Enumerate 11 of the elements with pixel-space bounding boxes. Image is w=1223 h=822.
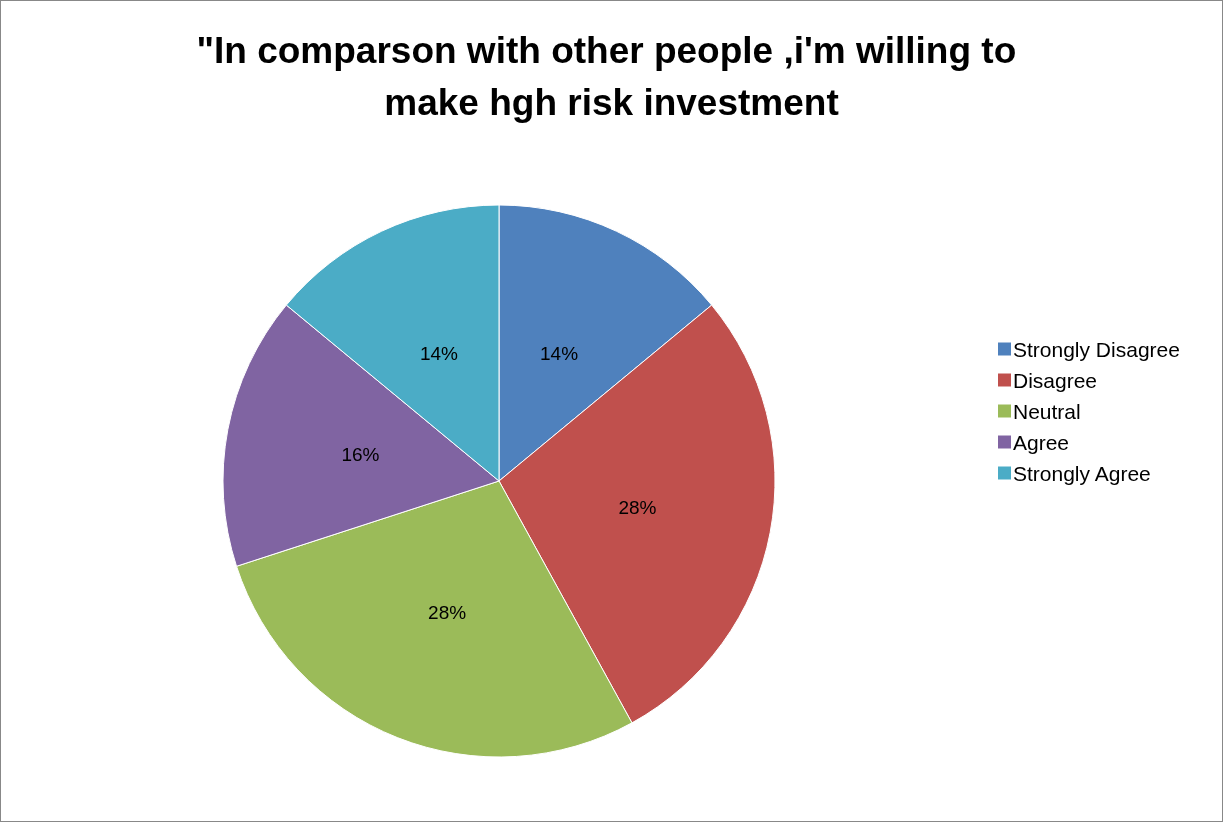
data-label: 28%: [428, 601, 467, 623]
legend-label: Strongly Disagree: [1013, 337, 1180, 361]
legend-label: Agree: [1013, 430, 1070, 454]
data-label: 14%: [419, 342, 459, 364]
legend-label: Neutral: [1013, 399, 1081, 423]
chart-title: "In comparson with other people ,i'm willing to make hgh risk investment: [196, 29, 1027, 123]
data-label: 16%: [341, 444, 380, 466]
data-label: 28%: [618, 496, 657, 518]
legend-label: Disagree: [1013, 368, 1098, 392]
legend-label: Strongly Agree: [1013, 461, 1151, 485]
data-label: 14%: [540, 342, 579, 364]
